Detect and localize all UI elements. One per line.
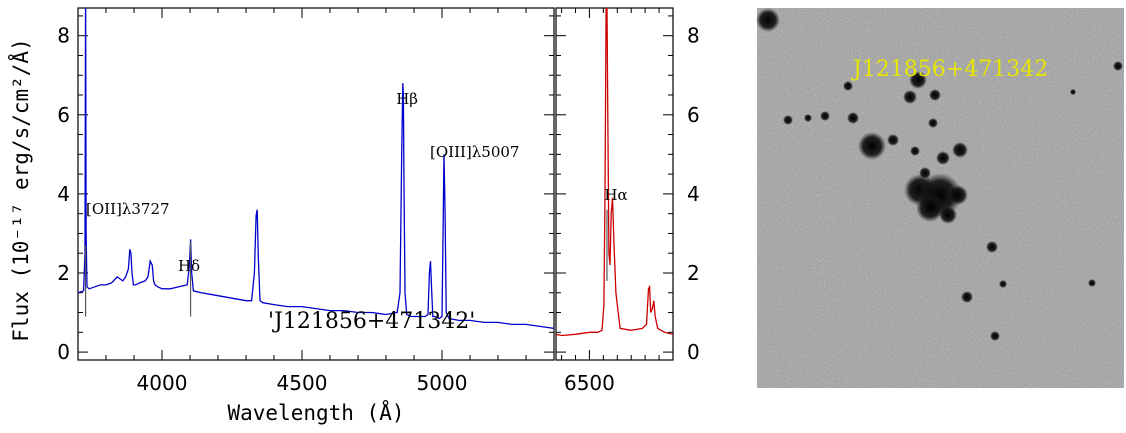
image-label: J121856+471342 (851, 57, 1048, 82)
emission-line-label: [OII]λ3727 (86, 200, 170, 218)
blue-panel-frame (77, 7, 555, 361)
red-spectrum-panel: 6500 0 2 4 6 8 Hα (555, 7, 700, 395)
y-tick-label: 0 (57, 340, 70, 364)
x-tick-label: 5000 (417, 371, 468, 395)
image-source (804, 114, 812, 122)
y-axis-label: Flux (10⁻¹⁷ erg/s/cm²/Å) (7, 38, 33, 341)
spectrum-line (78, 8, 554, 330)
galaxy-image-panel: J121856+471342 (756, 8, 1124, 388)
image-source (916, 194, 944, 222)
spectrum-line (556, 8, 673, 337)
image-source (783, 115, 793, 125)
image-source (948, 185, 968, 205)
image-source (929, 89, 941, 101)
x-tick-label: 4500 (277, 371, 328, 395)
y-tick-label: 8 (57, 24, 70, 48)
image-source (936, 151, 950, 165)
image-source (952, 142, 968, 158)
image-source (843, 81, 853, 91)
x-tick-label: 6500 (564, 371, 615, 395)
red-panel-frame (555, 7, 674, 361)
image-source (887, 134, 899, 146)
image-source (909, 71, 927, 89)
image-source (1070, 89, 1076, 95)
object-label: 'J121856+471342' (268, 309, 475, 334)
image-source (903, 90, 917, 104)
y-tick-label: 4 (57, 182, 70, 206)
red-tick-labels: 6500 0 2 4 6 8 (564, 24, 700, 395)
y-tick-label: 0 (687, 340, 700, 364)
red-spectrum-series (556, 8, 673, 337)
blue-spectrum-series (78, 8, 554, 330)
image-source (1088, 279, 1096, 287)
red-emission-lines: Hα (604, 186, 628, 281)
blue-tick-labels: 4000 4500 5000 0 2 4 6 8 (57, 24, 467, 395)
blue-axis-ticks (77, 8, 555, 360)
image-sources (756, 8, 1123, 341)
red-axis-ticks (556, 8, 674, 360)
image-source (999, 280, 1007, 288)
y-tick-label: 2 (687, 261, 700, 285)
image-source (961, 291, 973, 303)
image-source (910, 146, 920, 156)
y-tick-label: 4 (687, 182, 700, 206)
y-tick-label: 2 (57, 261, 70, 285)
blue-emission-lines: [OII]λ3727 Hδ Hβ [OIII]λ5007 (84, 90, 519, 317)
x-axis-label: Wavelength (Å) (227, 399, 404, 425)
y-tick-label: 6 (57, 103, 70, 127)
image-source (847, 112, 859, 124)
image-source (1113, 61, 1123, 71)
emission-line-label: Hα (604, 186, 627, 204)
image-source (756, 8, 780, 32)
image-source (858, 132, 886, 160)
emission-line-label: [OIII]λ5007 (430, 143, 519, 161)
blue-spectrum-panel: 4000 4500 5000 0 2 4 6 8 [OII]λ3727 Hδ Hβ [OIII]λ5… (57, 7, 555, 395)
image-source (986, 241, 998, 253)
emission-line-label: Hδ (178, 257, 200, 275)
y-tick-label: 8 (687, 24, 700, 48)
image-source (820, 111, 830, 121)
emission-line-label: Hβ (396, 90, 418, 108)
image-source (939, 206, 957, 224)
image-source (990, 331, 1000, 341)
image-source (928, 118, 938, 128)
x-tick-label: 4000 (137, 371, 188, 395)
y-tick-label: 6 (687, 103, 700, 127)
